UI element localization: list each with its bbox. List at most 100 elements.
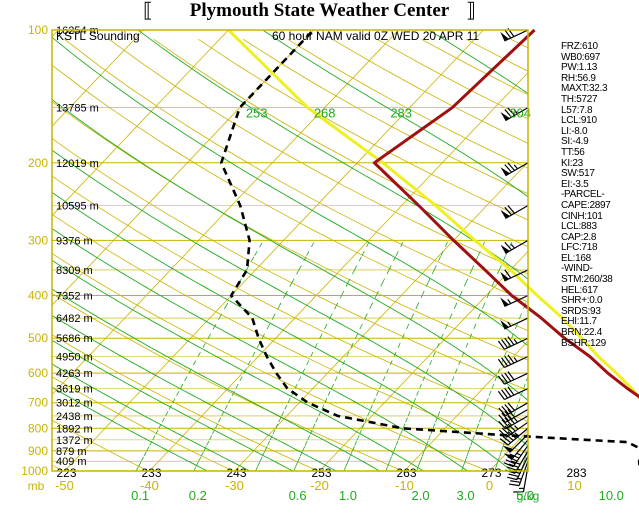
theta-label: 253: [311, 466, 331, 480]
height-label: 3619 m: [56, 383, 93, 395]
height-label: 7352 m: [56, 291, 93, 303]
isotherm-line: [51, 29, 399, 395]
index-item: -PARCEL-: [561, 189, 605, 201]
pressure-tick-label: 800: [28, 421, 48, 435]
moist-adiabat-line: [262, 29, 529, 198]
index-item: -WIND-: [561, 263, 593, 275]
temperature-tick-label: -30: [225, 478, 244, 493]
dry-adiabat-line: [51, 376, 234, 472]
index-item: MAXT:32.3: [561, 83, 608, 95]
height-label: 409 m: [56, 456, 87, 468]
wind-barb: [500, 294, 529, 308]
mb-unit-label: mb: [28, 479, 45, 493]
dry-adiabat-line: [332, 38, 529, 144]
wind-barb: [500, 269, 529, 282]
index-item: CAP:2.8: [561, 231, 597, 243]
theta-label: 233: [141, 466, 161, 480]
stability-indices-panel: FRZ:610 WB0:697 PW:1.13 RH:56.9 MAXT:32.3 TH:…: [561, 41, 613, 349]
theta-e-label: 253: [246, 106, 268, 121]
height-label: 4263 m: [56, 368, 93, 380]
height-label: 2438 m: [56, 411, 93, 423]
isotherm-line: [234, 161, 529, 472]
wind-barb: [498, 408, 529, 423]
dry-adiabat-line: [287, 38, 529, 169]
index-item: LCL:883: [561, 221, 597, 233]
moist-adiabat-line: [428, 29, 529, 94]
index-item: LFC:718: [561, 242, 598, 254]
index-item: LCL:910: [561, 115, 597, 127]
theta-label: 263: [396, 466, 416, 480]
pressure-tick-label: 400: [28, 289, 48, 303]
wind-barb: [500, 107, 529, 122]
index-item: STM:260/38: [561, 274, 613, 286]
theta-label: 273: [481, 466, 501, 480]
index-item: WB0:697: [561, 51, 601, 63]
height-label: 16254 m: [56, 25, 99, 37]
wind-barbs: [497, 27, 529, 493]
wind-barb: [500, 204, 529, 220]
dewpoint-profile: [220, 29, 639, 466]
dry-adiabat-line: [242, 38, 529, 195]
height-label: 12019 m: [56, 158, 99, 170]
sounding-profiles: [220, 28, 639, 466]
temperature-tick-label: -10: [395, 478, 414, 493]
theta-e-label: 283: [390, 106, 412, 121]
index-item: EI:-3.5: [561, 178, 589, 190]
mixing-ratio-label: 3.0: [457, 488, 475, 503]
wind-barb: [497, 386, 529, 401]
temperature-tick-label: -50: [55, 478, 74, 493]
height-label: 1892 m: [56, 423, 93, 435]
dry-adiabat-line: [51, 175, 529, 422]
valid-time-label: 60 hour NAM valid 0Z WED 20 APR 11: [272, 29, 480, 43]
mixing-ratio-label: 0.2: [189, 488, 207, 503]
isotherm-line: [51, 29, 59, 38]
mixing-ratio-label: 2.0: [412, 488, 430, 503]
temperature-profile: [372, 28, 639, 399]
index-item: KI:23: [561, 157, 583, 169]
index-item: LI:-8.0: [561, 125, 588, 137]
parcel-profile: [227, 28, 639, 400]
height-label: 5686 m: [56, 333, 93, 345]
height-label: 9376 m: [56, 235, 93, 247]
wind-barb: [498, 415, 529, 430]
wind-barb: [500, 162, 529, 177]
pressure-tick-label: 200: [28, 156, 48, 170]
mixing-ratio-label: 0.1: [131, 488, 149, 503]
station-label: KSTL Sounding: [56, 29, 140, 43]
mixing-ratio-label: 5.0: [516, 488, 534, 503]
index-item: PW:1.13: [561, 62, 598, 74]
height-label: 1372 m: [56, 435, 93, 447]
theta-e-label: 304: [509, 106, 531, 121]
height-label: 4950 m: [56, 351, 93, 363]
pressure-tick-label: 300: [28, 233, 48, 247]
wind-barb: [497, 336, 529, 350]
dry-adiabat-line: [64, 38, 529, 303]
height-label: 879 m: [56, 446, 87, 458]
plot-frame: [51, 29, 529, 472]
page-header: ⟦ Plymouth State Weather Center ⟧: [0, 0, 639, 24]
dry-adiabat-line: [51, 214, 529, 454]
isobar-lines: [51, 29, 529, 472]
pressure-tick-label: 900: [28, 444, 48, 458]
dry-adiabat-lines: [51, 38, 529, 472]
pressure-tick-label: 1000: [21, 464, 48, 478]
height-label: 10595 m: [56, 200, 99, 212]
pressure-tick-label: 100: [28, 23, 48, 37]
theta-label: 223: [56, 466, 76, 480]
dry-adiabat-line: [466, 38, 529, 72]
index-item: BRN:22.4: [561, 327, 602, 339]
index-item: SI:-4.9: [561, 136, 589, 148]
theta-e-label: 268: [314, 106, 336, 121]
isotherm-line: [149, 72, 529, 472]
theta-label: 243: [226, 466, 246, 480]
index-item: TT:56: [561, 146, 585, 158]
mixing-ratio-label: 10.0: [599, 488, 624, 503]
wind-barb: [500, 317, 529, 330]
left-hurricane-icon: ⟦: [143, 0, 153, 22]
mixing-ratio-label: 0.6: [289, 488, 307, 503]
index-item: CINH:101: [561, 210, 603, 222]
height-label: 8309 m: [56, 265, 93, 277]
index-item: FRZ:610: [561, 41, 598, 52]
isotherm-line: [64, 29, 484, 472]
